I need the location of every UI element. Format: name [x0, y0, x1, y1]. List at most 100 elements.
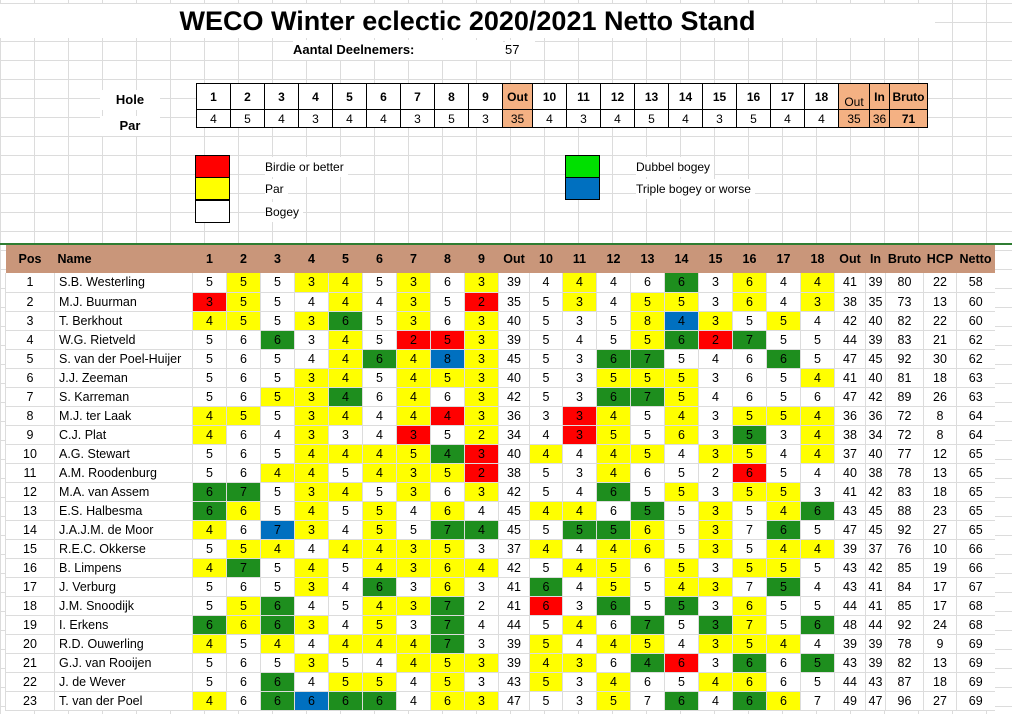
score-cell: 5: [596, 577, 631, 597]
score-cell: 5: [596, 558, 631, 578]
score-cell: 5: [732, 425, 767, 445]
score-cell: 5: [596, 330, 631, 350]
score-cell: 36: [865, 406, 886, 426]
score-cell: 6: [766, 520, 801, 540]
score-cell: 5: [260, 444, 295, 464]
position-cell: 5: [5, 349, 55, 369]
hole-17-header: 16: [736, 83, 771, 110]
score-cell: 4: [596, 292, 631, 312]
score-cell: 4: [664, 311, 699, 331]
score-cell: 2: [464, 596, 499, 616]
score-cell: 43: [834, 558, 866, 578]
score-cell: 5: [260, 387, 295, 407]
score-cell: 6: [226, 425, 261, 445]
score-cell: 34: [865, 425, 886, 445]
score-cell: 5: [664, 672, 699, 692]
score-cell: 3: [529, 406, 563, 426]
score-cell: 3: [396, 539, 431, 559]
legend-swatch-5: [565, 177, 600, 200]
col-header-4: 2: [226, 245, 261, 273]
score-cell: 6: [732, 368, 767, 388]
score-cell: 5: [529, 558, 563, 578]
score-cell: 3: [698, 406, 733, 426]
score-cell: 66: [956, 539, 995, 559]
score-cell: 4: [192, 520, 227, 540]
score-cell: 5: [732, 501, 767, 521]
score-cell: 45: [498, 520, 530, 540]
score-cell: 4: [192, 691, 227, 711]
score-cell: 5: [362, 368, 397, 388]
score-cell: 58: [956, 273, 995, 293]
score-cell: 5: [430, 539, 465, 559]
score-cell: 4: [362, 653, 397, 673]
score-cell: 6: [766, 691, 801, 711]
table-row: 7 S. Karreman 5 6 5 3 4 6 4 6 3 42 5 3 6 7 5 4 6 5 6 47 42 89 26…: [5, 387, 995, 407]
score-cell: 5: [362, 330, 397, 350]
legend-swatch-2: [195, 177, 230, 200]
score-cell: 2: [464, 425, 499, 445]
player-name: T. van der Poel: [54, 691, 193, 711]
score-cell: 65: [956, 501, 995, 521]
par-13-value: 4: [600, 109, 635, 128]
score-cell: 72: [885, 406, 924, 426]
score-cell: 18: [923, 672, 957, 692]
score-cell: 5: [362, 672, 397, 692]
par-15-value: 4: [668, 109, 703, 128]
score-cell: 8: [430, 349, 465, 369]
score-cell: 4: [396, 368, 431, 388]
score-cell: 7: [732, 615, 767, 635]
score-cell: 5: [192, 539, 227, 559]
score-cell: 87: [885, 672, 924, 692]
score-cell: 3: [698, 615, 733, 635]
hole-20-header: Out: [838, 83, 870, 110]
par-4-value: 3: [298, 109, 333, 128]
player-name: M.J. Buurman: [54, 292, 193, 312]
score-cell: 69: [956, 672, 995, 692]
score-cell: 5: [396, 520, 431, 540]
score-cell: 5: [260, 501, 295, 521]
score-cell: 6: [664, 653, 699, 673]
score-cell: 4: [396, 406, 431, 426]
legend-label-1: Birdie or better: [265, 157, 348, 177]
score-cell: 3: [698, 520, 733, 540]
score-cell: 39: [865, 634, 886, 654]
score-cell: 41: [834, 273, 866, 293]
score-cell: 6: [430, 482, 465, 502]
score-cell: 6: [664, 273, 699, 293]
score-cell: 5: [630, 482, 665, 502]
score-cell: 5: [192, 463, 227, 483]
player-name: J.J. Zeeman: [54, 368, 193, 388]
score-cell: 3: [464, 539, 499, 559]
hole-1-header: 1: [196, 83, 231, 110]
score-cell: 3: [698, 558, 733, 578]
score-cell: 6: [732, 596, 767, 616]
hole-3-header: 3: [264, 83, 299, 110]
score-cell: 4: [396, 387, 431, 407]
score-cell: 5: [630, 596, 665, 616]
score-cell: 5: [260, 653, 295, 673]
score-cell: 67: [956, 577, 995, 597]
score-cell: 44: [865, 615, 886, 635]
score-cell: 5: [800, 653, 835, 673]
score-cell: 5: [596, 691, 631, 711]
par-20-value: 35: [838, 109, 870, 128]
player-name: S. van der Poel-Huijer: [54, 349, 193, 369]
score-cell: 4: [192, 425, 227, 445]
table-row: 14 J.A.J.M. de Moor 4 6 7 3 4 5 5 7 4 45 5 5 5 6 5 3 7 6 5 47…: [5, 520, 995, 540]
legend-swatch-3: [195, 200, 230, 223]
table-row: 19 I. Erkens 6 6 6 3 4 5 3 7 4 44 5 4 6 7 5 3 7 5 6 48 44 92 24 6…: [5, 615, 995, 635]
score-cell: 5: [430, 330, 465, 350]
score-cell: 82: [885, 311, 924, 331]
score-cell: 5: [529, 615, 563, 635]
score-cell: 39: [834, 634, 866, 654]
score-cell: 5: [260, 558, 295, 578]
position-cell: 18: [5, 596, 55, 616]
hole-4-header: 4: [298, 83, 333, 110]
table-row: 18 J.M. Snoodijk 5 5 6 4 5 4 3 7 2 41 6 3 6 5 5 3 6 5 5 44 41 8…: [5, 596, 995, 616]
score-cell: 5: [430, 672, 465, 692]
score-cell: 4: [362, 463, 397, 483]
score-cell: 4: [430, 406, 465, 426]
score-cell: 2: [698, 330, 733, 350]
player-name: B. Limpens: [54, 558, 193, 578]
score-cell: 3: [328, 425, 363, 445]
